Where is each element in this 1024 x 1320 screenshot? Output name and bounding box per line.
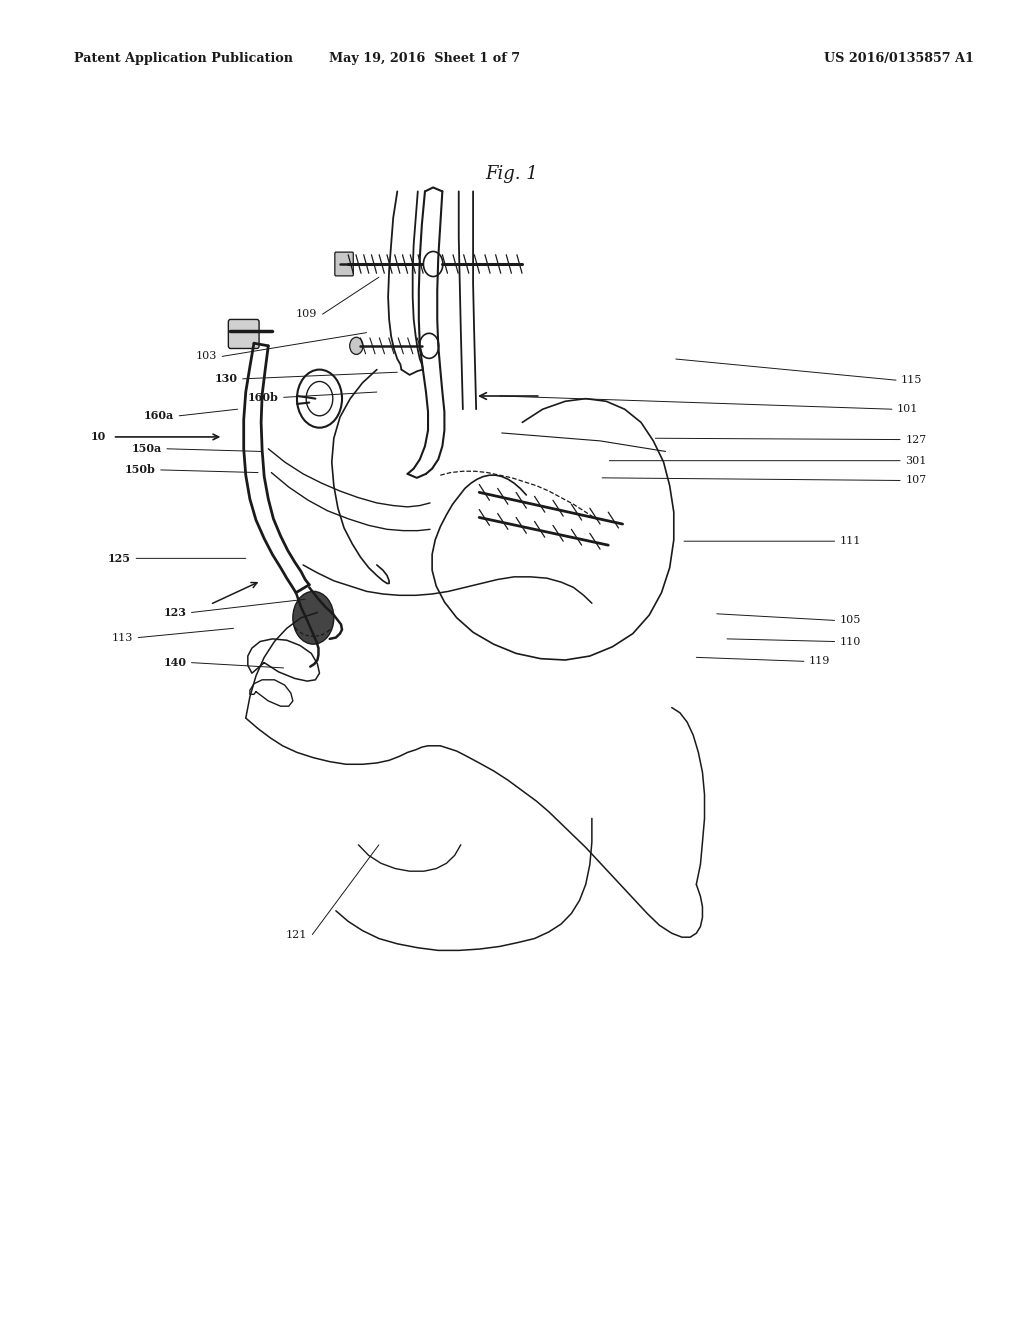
Text: 119: 119	[809, 656, 830, 667]
FancyBboxPatch shape	[335, 252, 353, 276]
Text: 160a: 160a	[143, 411, 174, 421]
Text: 121: 121	[286, 929, 307, 940]
Text: 150b: 150b	[125, 465, 156, 475]
Text: 109: 109	[296, 309, 317, 319]
Text: 123: 123	[164, 607, 186, 618]
Text: Fig. 1: Fig. 1	[485, 165, 539, 183]
Text: 10: 10	[90, 432, 105, 442]
Text: 150a: 150a	[131, 444, 162, 454]
Text: 105: 105	[840, 615, 861, 626]
Text: 111: 111	[840, 536, 861, 546]
Text: 125: 125	[109, 553, 131, 564]
FancyBboxPatch shape	[228, 319, 259, 348]
Text: Patent Application Publication: Patent Application Publication	[74, 51, 293, 65]
Text: 115: 115	[901, 375, 923, 385]
Text: 113: 113	[112, 632, 133, 643]
Text: 110: 110	[840, 636, 861, 647]
Text: US 2016/0135857 A1: US 2016/0135857 A1	[824, 51, 974, 65]
Text: 101: 101	[897, 404, 919, 414]
Text: 107: 107	[905, 475, 927, 486]
Text: 130: 130	[215, 374, 238, 384]
Text: 301: 301	[905, 455, 927, 466]
Text: 140: 140	[164, 657, 186, 668]
Text: 160b: 160b	[248, 392, 279, 403]
Circle shape	[349, 337, 362, 355]
Text: 103: 103	[196, 351, 217, 362]
Circle shape	[293, 591, 334, 644]
Text: May 19, 2016  Sheet 1 of 7: May 19, 2016 Sheet 1 of 7	[330, 51, 520, 65]
Text: 127: 127	[905, 434, 927, 445]
